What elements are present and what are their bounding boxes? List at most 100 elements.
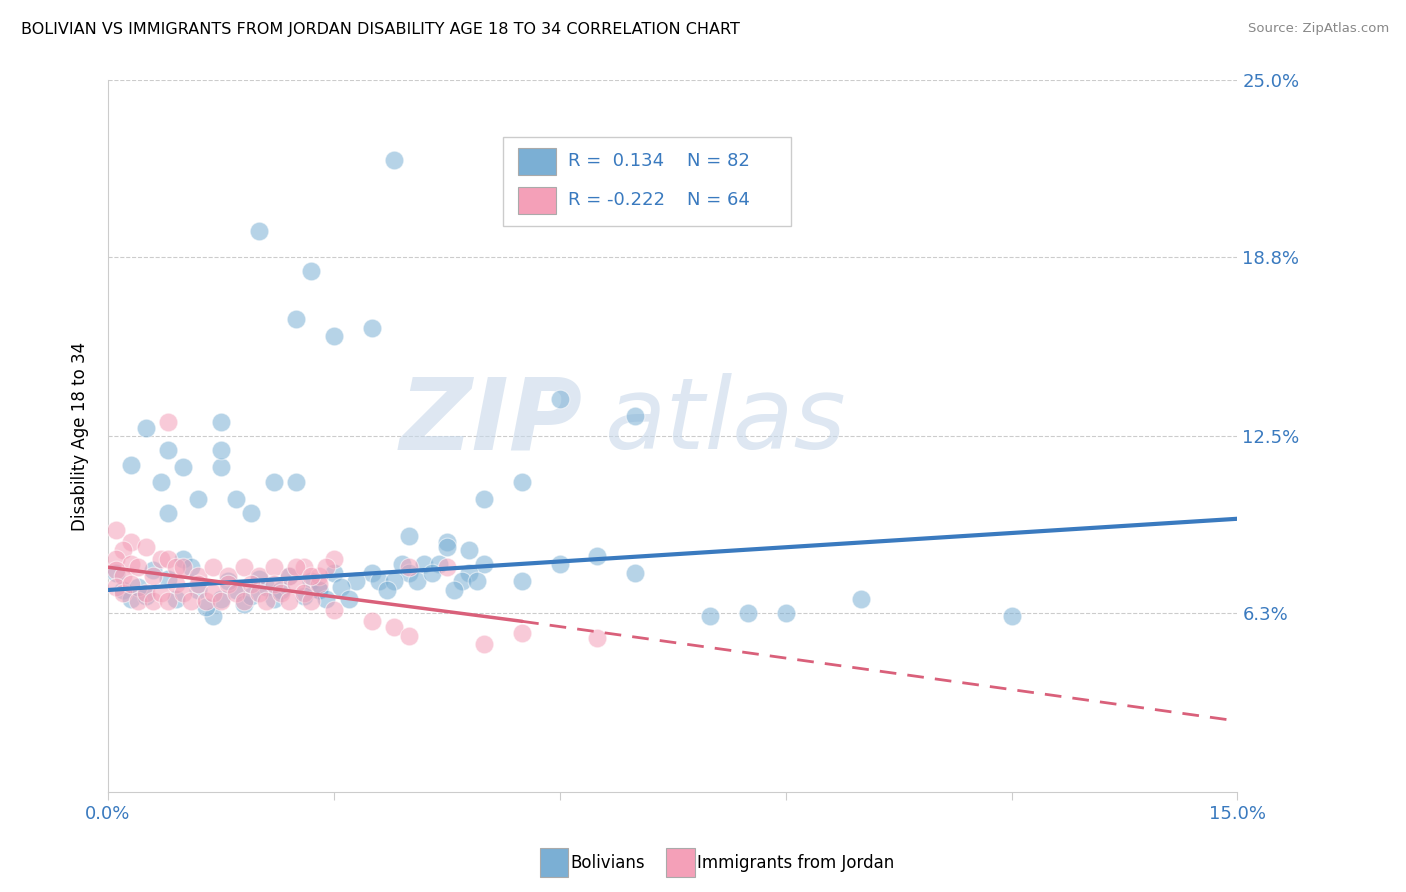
Point xyxy=(142,563,165,577)
Point xyxy=(165,577,187,591)
Point xyxy=(104,563,127,577)
Point xyxy=(135,541,157,555)
Point xyxy=(172,460,194,475)
Text: Source: ZipAtlas.com: Source: ZipAtlas.com xyxy=(1249,22,1389,36)
Point xyxy=(209,591,232,606)
Point xyxy=(112,582,135,597)
Point xyxy=(187,582,209,597)
Point xyxy=(209,460,232,475)
Point xyxy=(624,566,647,580)
Point xyxy=(277,568,299,582)
Point xyxy=(112,568,135,582)
FancyBboxPatch shape xyxy=(503,137,792,226)
Point xyxy=(247,224,270,238)
Point xyxy=(443,582,465,597)
Point xyxy=(217,568,239,582)
Point xyxy=(436,534,458,549)
Point xyxy=(277,568,299,582)
Point xyxy=(360,321,382,335)
Point xyxy=(217,574,239,589)
Point xyxy=(187,491,209,506)
Point xyxy=(104,523,127,537)
Point xyxy=(382,153,405,167)
Point xyxy=(465,574,488,589)
Point xyxy=(120,458,142,472)
Point xyxy=(157,594,180,608)
Point xyxy=(299,574,322,589)
Point xyxy=(308,582,330,597)
Point xyxy=(254,594,277,608)
Point xyxy=(330,580,353,594)
Point xyxy=(427,558,450,572)
Point xyxy=(149,586,172,600)
Point xyxy=(202,608,225,623)
Point xyxy=(292,586,315,600)
Text: BOLIVIAN VS IMMIGRANTS FROM JORDAN DISABILITY AGE 18 TO 34 CORRELATION CHART: BOLIVIAN VS IMMIGRANTS FROM JORDAN DISAB… xyxy=(21,22,740,37)
Point xyxy=(157,506,180,520)
Point xyxy=(315,560,337,574)
Point xyxy=(360,615,382,629)
Text: Bolivians: Bolivians xyxy=(571,854,645,871)
Point xyxy=(285,560,308,574)
Point xyxy=(285,475,308,489)
Point xyxy=(458,543,481,558)
Point xyxy=(586,632,609,646)
Point xyxy=(112,586,135,600)
Point xyxy=(299,594,322,608)
Point xyxy=(398,566,420,580)
Point xyxy=(382,574,405,589)
Point xyxy=(247,586,270,600)
Text: R =  0.134: R = 0.134 xyxy=(568,153,664,170)
Point xyxy=(142,594,165,608)
Point xyxy=(398,629,420,643)
Point xyxy=(699,608,721,623)
Point xyxy=(270,586,292,600)
Point xyxy=(299,264,322,278)
Point xyxy=(548,392,571,406)
Point xyxy=(232,597,254,611)
Point xyxy=(240,577,263,591)
Point xyxy=(202,586,225,600)
Point xyxy=(263,475,285,489)
Point xyxy=(225,491,247,506)
Point xyxy=(548,558,571,572)
Point xyxy=(120,558,142,572)
Point xyxy=(337,591,360,606)
Point xyxy=(368,574,391,589)
Point xyxy=(436,560,458,574)
Point xyxy=(322,566,344,580)
Point xyxy=(375,582,398,597)
Point xyxy=(187,568,209,582)
Point xyxy=(308,568,330,582)
Point xyxy=(217,577,239,591)
Point xyxy=(474,558,496,572)
Point xyxy=(135,420,157,434)
Point xyxy=(474,637,496,651)
Text: ZIP: ZIP xyxy=(399,374,582,470)
Point xyxy=(172,586,194,600)
Point xyxy=(775,606,797,620)
Point xyxy=(398,560,420,574)
Point xyxy=(202,560,225,574)
Point xyxy=(165,560,187,574)
Text: Immigrants from Jordan: Immigrants from Jordan xyxy=(697,854,894,871)
Point xyxy=(127,594,149,608)
Point xyxy=(322,603,344,617)
Point xyxy=(149,475,172,489)
Point xyxy=(240,506,263,520)
Point xyxy=(405,574,427,589)
Point xyxy=(180,560,202,574)
Point xyxy=(308,577,330,591)
Point xyxy=(127,560,149,574)
Point xyxy=(624,409,647,424)
Point xyxy=(240,589,263,603)
Point xyxy=(142,568,165,582)
Point xyxy=(263,577,285,591)
Point xyxy=(165,591,187,606)
FancyBboxPatch shape xyxy=(517,186,557,214)
Point xyxy=(120,534,142,549)
Point xyxy=(474,491,496,506)
Point xyxy=(225,582,247,597)
Point xyxy=(360,566,382,580)
Point xyxy=(112,543,135,558)
